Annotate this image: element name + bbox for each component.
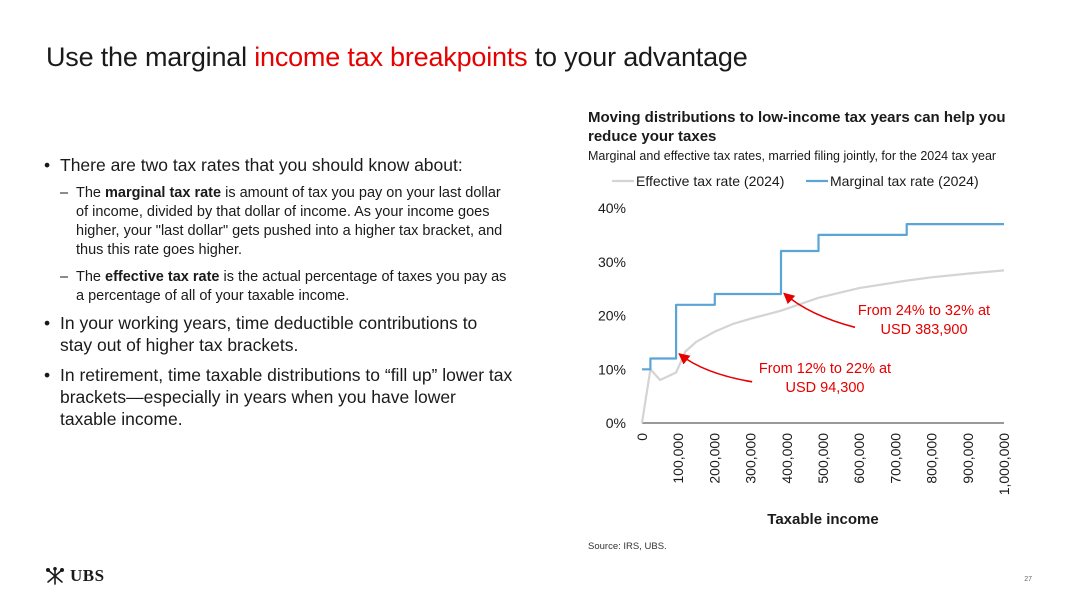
x-tick-label: 700,000	[887, 433, 903, 484]
legend-label: Effective tax rate (2024)	[636, 173, 784, 189]
title-prefix: Use the marginal	[46, 42, 255, 72]
x-tick-label: 0	[634, 433, 650, 441]
bullet-text-2: In your working years, time deductible c…	[60, 313, 478, 355]
chart-title: Moving distributions to low-income tax y…	[588, 109, 1006, 145]
x-tick-label: 800,000	[924, 433, 940, 484]
annotation-label: From 24% to 32% at	[858, 303, 990, 319]
marginal-tax-rate-term: marginal tax rate	[105, 185, 222, 201]
bullet-list: There are two tax rates that you should …	[44, 154, 514, 438]
y-tick-label: 20%	[598, 308, 626, 324]
chart-header: Moving distributions to low-income tax y…	[588, 108, 1038, 164]
sub-bullet-1-pre: The	[76, 185, 106, 201]
annotation-label: USD 94,300	[786, 380, 865, 396]
dash-marker: –	[60, 185, 69, 201]
title-highlight: income tax breakpoints	[254, 42, 528, 72]
source-note: Source: IRS, UBS.	[588, 541, 667, 552]
y-tick-label: 0%	[606, 415, 626, 431]
annotation-arrow	[678, 353, 753, 383]
x-axis-label: Taxable income	[767, 511, 878, 528]
sub-bullet-item: – The effective tax rate is the actual pe…	[44, 268, 514, 306]
sub-bullet-1-text: is amount of tax you pay on your last do…	[76, 185, 503, 258]
chart-subtitle: Marginal and effective tax rates, marrie…	[588, 149, 997, 163]
dash-marker: –	[60, 269, 69, 285]
bullet-item: In your working years, time deductible c…	[44, 312, 514, 356]
legend-label: Marginal tax rate (2024)	[830, 173, 979, 189]
effective-rate-line	[640, 269, 1005, 424]
effective-tax-rate-term: effective tax rate	[105, 269, 220, 285]
page-number: 27	[1024, 576, 1032, 583]
y-tick-label: 30%	[598, 254, 626, 270]
sub-bullet-2-pre: The	[76, 269, 106, 285]
x-tick-label: 1,000,000	[996, 433, 1012, 495]
x-tick-label: 400,000	[779, 433, 795, 484]
x-tick-label: 200,000	[706, 433, 722, 484]
y-tick-label: 10%	[598, 361, 626, 377]
title-suffix: to your advantage	[527, 42, 748, 72]
x-tick-label: 600,000	[851, 433, 867, 484]
x-tick-label: 900,000	[960, 433, 976, 484]
x-tick-label: 500,000	[815, 433, 831, 484]
annotation-label: USD 383,900	[880, 322, 967, 338]
bullet-item: There are two tax rates that you should …	[44, 154, 514, 176]
sub-bullet-2-text: is the actual percentage of taxes you pa…	[76, 269, 507, 304]
sub-bullet-item: – The marginal tax rate is amount of tax …	[44, 184, 514, 260]
x-tick-label: 300,000	[743, 433, 759, 484]
annotation-arrow	[783, 292, 856, 329]
annotation-label: From 12% to 22% at	[759, 361, 891, 377]
marginal-rate-line	[642, 223, 1004, 371]
bullet-item: In retirement, time taxable distribution…	[44, 364, 514, 430]
slide-title: Use the marginal income tax breakpoints …	[46, 42, 748, 73]
bullet-text-3: In retirement, time taxable distribution…	[60, 365, 513, 429]
y-tick-label: 40%	[598, 200, 626, 216]
ubs-logo: UBS	[44, 566, 105, 586]
keys-icon	[46, 567, 64, 585]
bullet-text-1: There are two tax rates that you should …	[60, 155, 463, 175]
x-tick-label: 100,000	[670, 433, 686, 484]
logo-text: UBS	[70, 566, 105, 585]
